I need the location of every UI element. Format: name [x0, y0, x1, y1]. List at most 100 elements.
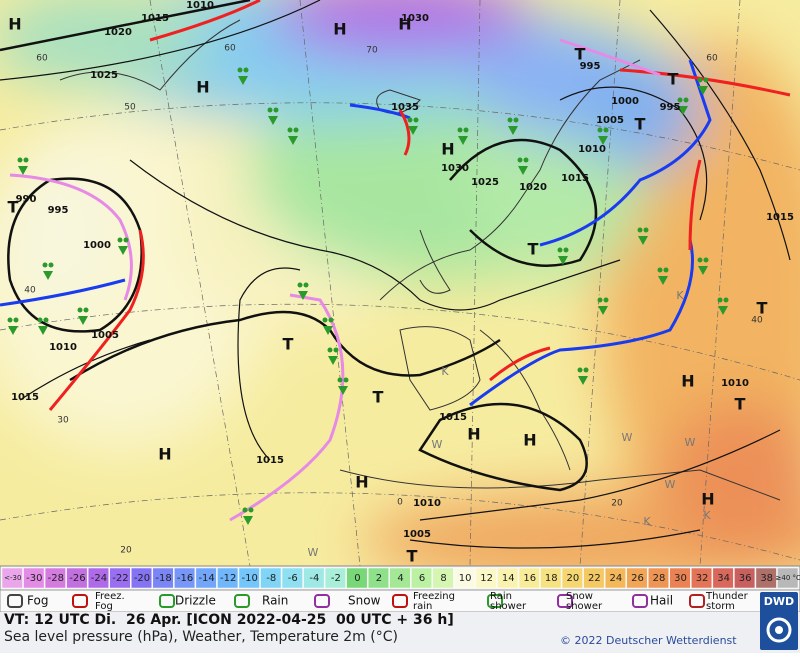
- logo-swirl: [775, 626, 783, 634]
- isobar: [559, 86, 708, 221]
- isobar: [419, 429, 781, 521]
- coastline: [379, 59, 641, 301]
- weather-dot: [293, 127, 299, 133]
- scale-cell: [1, 567, 23, 589]
- weather-dot: [697, 77, 703, 83]
- isobar: [449, 138, 598, 267]
- scale-cell: [626, 567, 648, 589]
- legend-label: Hail: [650, 594, 673, 608]
- scale-cell: [647, 567, 670, 589]
- graticule: [299, 0, 361, 566]
- shower-symbol: [638, 236, 648, 245]
- scale-label: ≥40 °C: [776, 574, 800, 582]
- pressure-center: H: [333, 20, 346, 39]
- temperature-label: 60: [224, 44, 236, 54]
- weather-dot: [333, 347, 339, 353]
- shower-symbol: [508, 126, 518, 135]
- temperature-label: 50: [124, 103, 136, 113]
- scale-cell: [583, 567, 605, 589]
- shower-symbol: [518, 166, 528, 175]
- legend-icon: [392, 594, 408, 608]
- temperature-label: 60: [36, 54, 48, 64]
- weather-dot: [42, 262, 48, 268]
- weather-dot: [723, 297, 729, 303]
- weather-dot: [507, 117, 513, 123]
- weather-dot: [343, 377, 349, 383]
- weather-dot: [48, 262, 54, 268]
- other-symbol: K: [703, 509, 711, 522]
- pressure-center: T: [635, 115, 646, 134]
- scale-label: 38: [760, 573, 773, 584]
- pressure-center: T: [8, 198, 19, 217]
- scale-label: 14: [502, 573, 515, 584]
- scale-label: -26: [69, 573, 85, 584]
- weather-dot: [13, 317, 19, 323]
- scale-label: -10: [242, 573, 258, 584]
- scale-label: 8: [440, 573, 446, 584]
- scale-label: -12: [220, 573, 236, 584]
- weather-dot: [243, 67, 249, 73]
- front: [398, 109, 411, 156]
- coastline: [419, 229, 451, 294]
- scale-label: 10: [459, 573, 472, 584]
- isobar: [649, 9, 791, 261]
- scale-cell: [66, 567, 88, 589]
- coastline: [59, 19, 241, 91]
- pressure-label: 1020: [519, 182, 547, 193]
- legend-label: shower: [490, 601, 527, 612]
- pressure-center: T: [528, 240, 539, 259]
- shower-symbol: [408, 126, 418, 135]
- weather-dot: [643, 227, 649, 233]
- scale-label: 0: [354, 573, 360, 584]
- legend-label: Rain: [490, 591, 512, 602]
- temperature-area: [270, 0, 530, 55]
- legend-label: Snow: [566, 591, 593, 602]
- pressure-label: 1010: [721, 378, 749, 389]
- temperature-label: 20: [120, 546, 132, 556]
- graticule: [0, 492, 800, 561]
- front: [0, 278, 126, 307]
- pressure-center: T: [668, 70, 679, 89]
- isobar: [0, 0, 251, 52]
- front: [9, 173, 133, 301]
- isobar: [19, 339, 151, 401]
- shower-symbol: [288, 136, 298, 145]
- pressure-label: 995: [660, 102, 681, 113]
- weather-dot: [267, 107, 273, 113]
- pressure-label: 1000: [83, 240, 111, 251]
- weather-dot: [7, 317, 13, 323]
- pressure-label: 1005: [403, 529, 431, 540]
- weather-dot: [463, 127, 469, 133]
- weather-dot: [597, 127, 603, 133]
- pressure-label: 990: [16, 194, 37, 205]
- scale-label: -4: [309, 573, 319, 584]
- shower-symbol: [8, 326, 18, 335]
- weather-dot: [237, 67, 243, 73]
- pressure-label: 1025: [471, 177, 499, 188]
- scale-label: -2: [331, 573, 341, 584]
- front: [539, 59, 712, 247]
- scale-cell: [712, 567, 734, 589]
- temperature-label: 30: [57, 416, 69, 426]
- pressure-center: T: [575, 45, 586, 64]
- temperature-label: 40: [751, 316, 763, 326]
- scale-cell: [475, 567, 497, 589]
- temperature-label: 20: [611, 499, 623, 509]
- coastline: [479, 329, 571, 471]
- pressure-label: 1010: [578, 144, 606, 155]
- weather-dot: [583, 367, 589, 373]
- scale-cell: [23, 567, 45, 589]
- pressure-center: H: [441, 140, 454, 159]
- weather-dot: [43, 317, 49, 323]
- weather-dot: [603, 127, 609, 133]
- scale-cell: [432, 567, 454, 589]
- shower-symbol: [718, 306, 728, 315]
- pressure-label: 1015: [561, 173, 589, 184]
- scale-label: 36: [739, 573, 752, 584]
- scale-label: 26: [631, 573, 644, 584]
- weather-dot: [287, 127, 293, 133]
- other-symbol: W: [622, 431, 633, 444]
- weather-dot: [557, 247, 563, 253]
